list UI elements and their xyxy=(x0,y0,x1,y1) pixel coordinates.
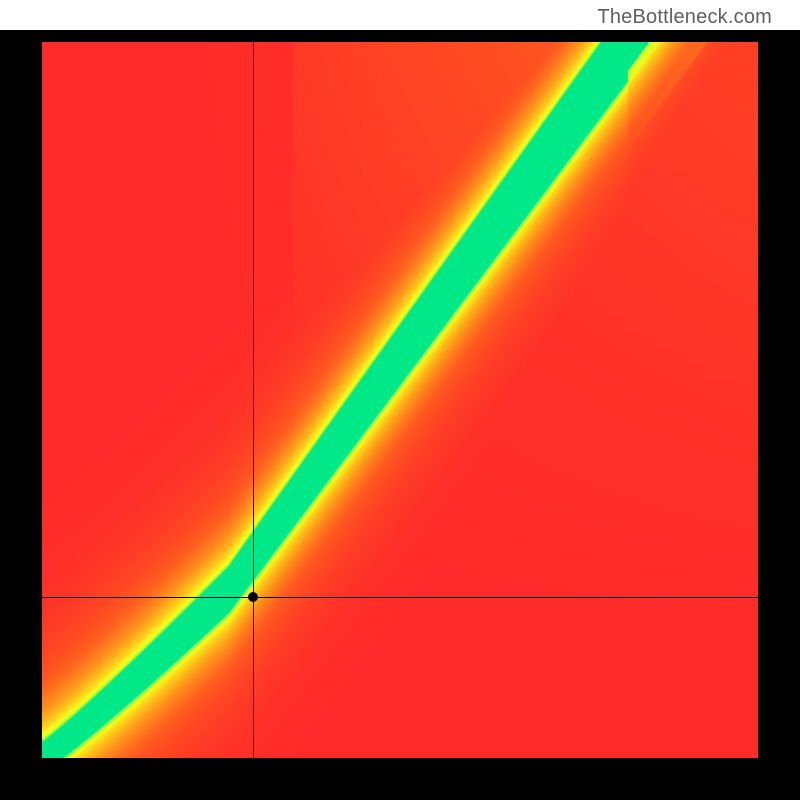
crosshair-vertical xyxy=(253,42,254,758)
plot-frame xyxy=(0,30,800,800)
watermark-text: TheBottleneck.com xyxy=(597,6,772,29)
crosshair-horizontal xyxy=(42,597,758,598)
heatmap-area xyxy=(42,42,758,758)
marker-dot xyxy=(248,592,258,602)
heatmap-canvas xyxy=(42,42,758,758)
